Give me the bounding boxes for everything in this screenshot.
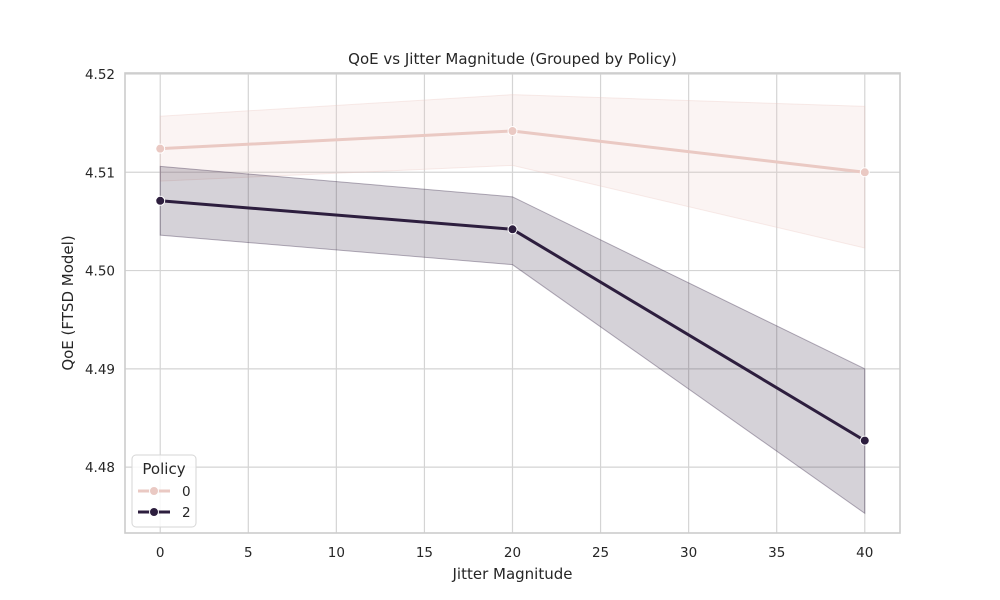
y-tick-label: 4.50 (85, 264, 115, 280)
point-policy-0 (155, 143, 166, 154)
x-tick-label: 25 (592, 545, 609, 561)
x-axis-ticks: 0 5 10 15 20 25 30 35 40 (156, 545, 873, 561)
point-policy-2 (507, 224, 518, 235)
legend-title: Policy (142, 460, 185, 478)
y-tick-label: 4.49 (85, 362, 115, 378)
point-policy-0 (859, 167, 870, 178)
y-tick-label: 4.48 (85, 460, 115, 476)
legend-marker-policy-0 (149, 486, 159, 496)
point-policy-2 (155, 195, 166, 206)
point-policy-2 (859, 435, 870, 446)
legend-label-policy-0: 0 (182, 484, 191, 500)
grid (125, 73, 900, 533)
x-tick-label: 15 (416, 545, 433, 561)
x-tick-label: 30 (680, 545, 697, 561)
legend-label-policy-2: 2 (182, 505, 191, 521)
confidence-bands (159, 94, 866, 515)
x-tick-label: 0 (156, 545, 165, 561)
y-axis-ticks: 4.48 4.49 4.50 4.51 4.52 (85, 67, 115, 476)
plot-frame (124, 72, 901, 534)
x-tick-label: 40 (856, 545, 873, 561)
legend: Policy 02 (131, 454, 197, 528)
x-tick-label: 20 (504, 545, 521, 561)
x-axis-title: Jitter Magnitude (452, 565, 573, 583)
x-tick-label: 10 (328, 545, 345, 561)
x-tick-label: 5 (244, 545, 253, 561)
ci-band-policy-2 (159, 165, 866, 515)
y-tick-label: 4.52 (85, 67, 115, 83)
point-policy-0 (507, 125, 518, 136)
legend-marker-policy-2 (149, 507, 159, 517)
series-markers (155, 125, 870, 446)
chart-title: QoE vs Jitter Magnitude (Grouped by Poli… (348, 50, 677, 68)
legend-entries: 02 (138, 484, 191, 521)
y-axis-title: QoE (FTSD Model) (59, 235, 77, 370)
ci-band-policy-0 (159, 94, 866, 249)
y-tick-label: 4.51 (85, 165, 115, 181)
x-tick-label: 35 (768, 545, 785, 561)
